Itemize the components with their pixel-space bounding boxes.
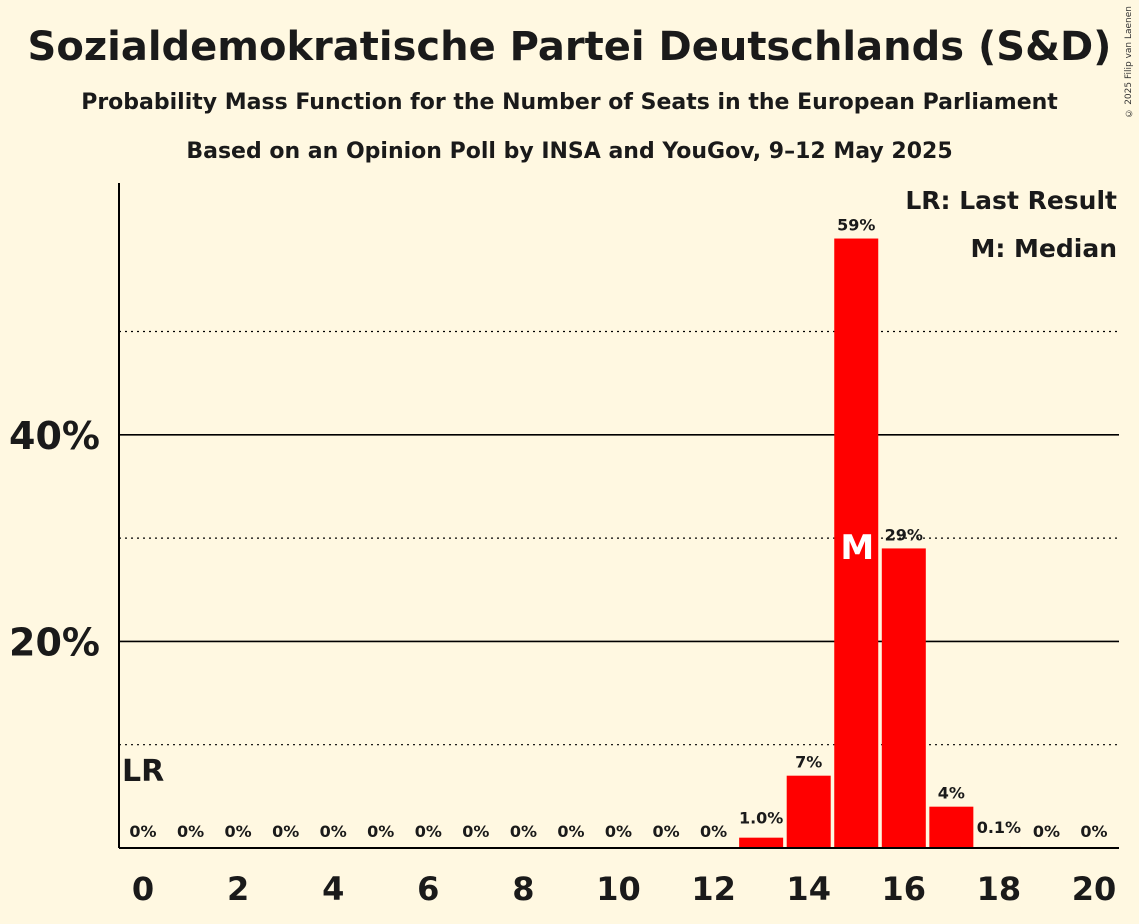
bar-value-label: 0% [557, 822, 584, 841]
bar [786, 775, 831, 848]
bar-value-label: 0% [605, 822, 632, 841]
x-tick-label: 6 [417, 870, 439, 908]
bar-value-label: 0% [510, 822, 537, 841]
x-tick-label: 12 [691, 870, 736, 908]
bar-value-label: 0% [1080, 822, 1107, 841]
x-tick-label: 16 [882, 870, 927, 908]
legend-last-result: LR: Last Result [905, 186, 1117, 215]
chart-subtitle: Probability Mass Function for the Number… [81, 90, 1058, 115]
x-tick-label: 4 [322, 870, 344, 908]
bar-value-label: 0% [129, 822, 156, 841]
bar-value-label: 7% [795, 753, 822, 772]
x-tick-label: 18 [977, 870, 1022, 908]
legend-median: M: Median [970, 234, 1117, 263]
median-marker: M [840, 528, 874, 568]
x-tick-label: 14 [786, 870, 831, 908]
bar-value-label: 0.1% [977, 818, 1021, 837]
bar-value-label: 0% [225, 822, 252, 841]
bar-value-label: 0% [415, 822, 442, 841]
bar [881, 548, 926, 848]
bar [929, 806, 974, 848]
bar-value-label: 4% [938, 784, 965, 803]
chart-title: Sozialdemokratische Partei Deutschlands … [27, 24, 1112, 70]
bar-value-label: 0% [320, 822, 347, 841]
chart-source-line: Based on an Opinion Poll by INSA and You… [186, 139, 953, 164]
bar-value-label: 0% [462, 822, 489, 841]
bar-value-label: 0% [367, 822, 394, 841]
bar-value-label: 29% [885, 525, 923, 544]
bar-value-label: 0% [700, 822, 727, 841]
y-tick-label: 20% [9, 620, 100, 664]
bar [834, 238, 879, 848]
bar-value-label: 0% [652, 822, 679, 841]
bar-value-label: 0% [177, 822, 204, 841]
last-result-marker: LR [122, 754, 164, 789]
x-tick-label: 0 [132, 870, 154, 908]
x-tick-label: 20 [1072, 870, 1117, 908]
bar-value-label: 0% [1033, 822, 1060, 841]
bar-value-label: 59% [837, 216, 875, 235]
bar-value-label: 1.0% [739, 809, 783, 828]
bar [739, 837, 784, 848]
x-tick-label: 10 [596, 870, 641, 908]
x-tick-label: 2 [227, 870, 249, 908]
bar-value-label: 0% [272, 822, 299, 841]
y-tick-label: 40% [9, 414, 100, 458]
x-tick-label: 8 [512, 870, 534, 908]
